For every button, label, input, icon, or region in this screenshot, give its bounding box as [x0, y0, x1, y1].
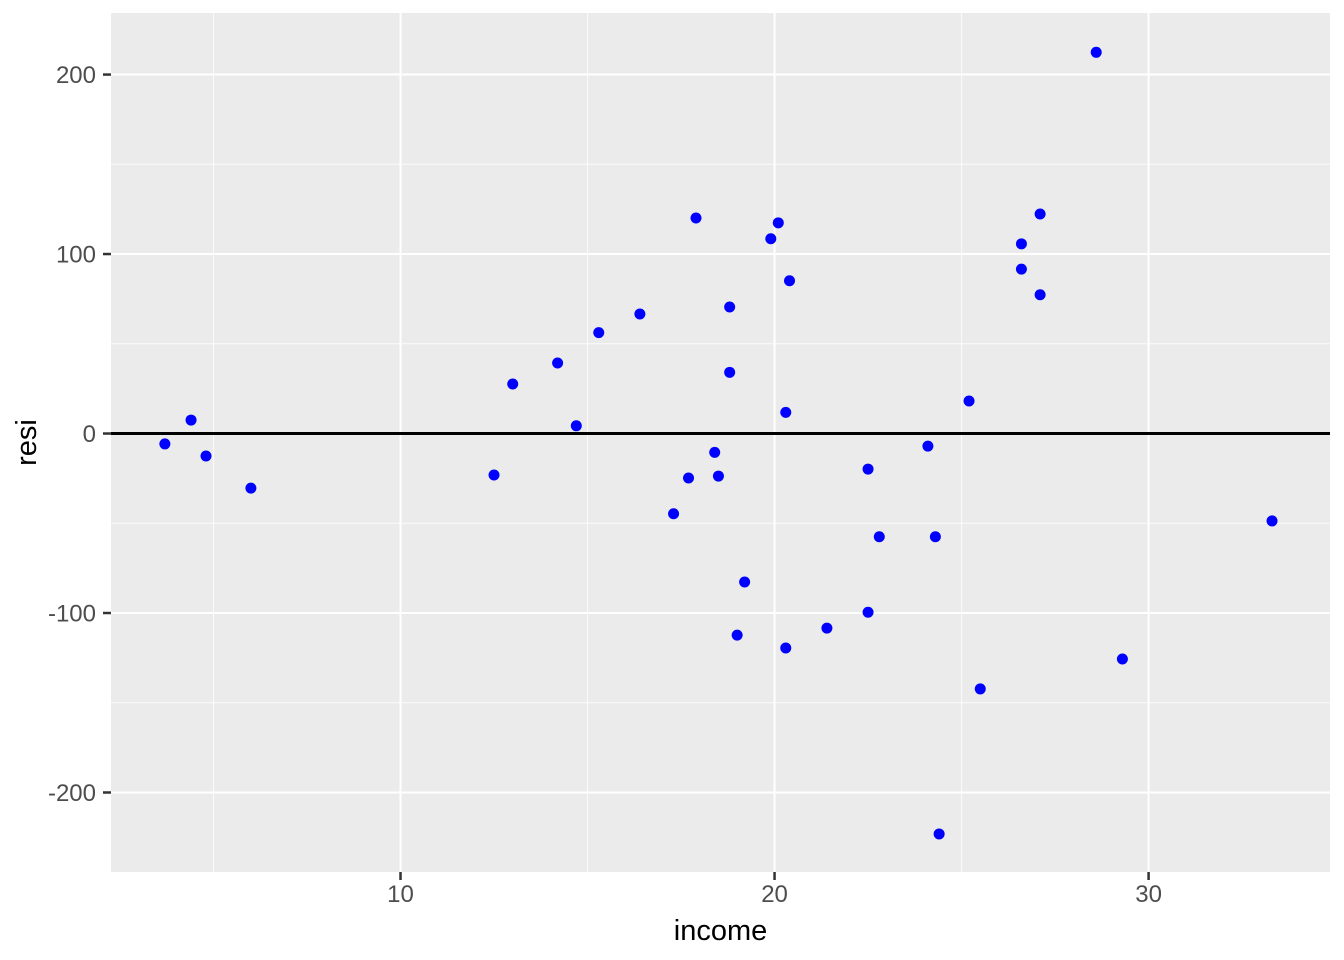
data-point	[1015, 263, 1027, 275]
data-point	[200, 450, 212, 462]
data-point	[185, 414, 197, 426]
data-point	[593, 327, 605, 339]
data-point	[862, 606, 874, 618]
data-point	[873, 531, 885, 543]
data-point	[683, 472, 695, 484]
data-point	[668, 508, 680, 520]
x-axis-tick-label: 30	[1135, 881, 1162, 908]
axis-tick-marks	[103, 73, 1150, 880]
data-point	[507, 378, 519, 390]
data-point	[929, 531, 941, 543]
data-point	[1090, 46, 1102, 58]
data-point	[765, 233, 777, 245]
x-axis-tick-label: 20	[761, 881, 788, 908]
y-axis-tick-label: 100	[56, 241, 96, 268]
data-point	[690, 212, 702, 224]
grid-minor-lines	[111, 13, 1330, 872]
data-point	[780, 406, 792, 418]
data-point	[709, 446, 721, 458]
data-point	[784, 275, 796, 287]
data-point	[724, 301, 736, 313]
data-point	[731, 629, 743, 641]
plot-panel	[111, 13, 1330, 872]
data-point	[1015, 238, 1027, 250]
y-axis-tick-label: -200	[48, 780, 96, 807]
data-point	[1034, 289, 1046, 301]
data-point	[1116, 653, 1128, 665]
axis-tick-labels: 10 20 30 -200 -100 0 100 200	[48, 62, 1162, 908]
data-point	[821, 622, 833, 634]
data-point	[1034, 208, 1046, 220]
data-point	[712, 470, 724, 482]
y-axis-tick-label: 0	[83, 421, 96, 448]
data-point	[922, 440, 934, 452]
x-axis-title: income	[674, 915, 768, 947]
data-point	[974, 683, 986, 695]
data-point	[772, 217, 784, 229]
data-point	[634, 308, 646, 320]
x-axis-tick-label: 10	[387, 881, 414, 908]
data-point	[933, 828, 945, 840]
data-point	[780, 642, 792, 654]
data-point	[159, 438, 171, 450]
data-point	[570, 420, 582, 432]
data-point	[552, 357, 564, 369]
data-point	[862, 463, 874, 475]
data-point	[1266, 515, 1278, 527]
data-point	[488, 469, 500, 481]
y-axis-tick-label: 200	[56, 62, 96, 89]
data-point	[245, 482, 257, 494]
data-points-layer	[159, 46, 1278, 840]
data-point	[724, 366, 736, 378]
data-point	[963, 395, 975, 407]
y-axis-tick-label: -100	[48, 600, 96, 627]
y-axis-title: resi	[11, 419, 43, 466]
data-point	[739, 576, 751, 588]
